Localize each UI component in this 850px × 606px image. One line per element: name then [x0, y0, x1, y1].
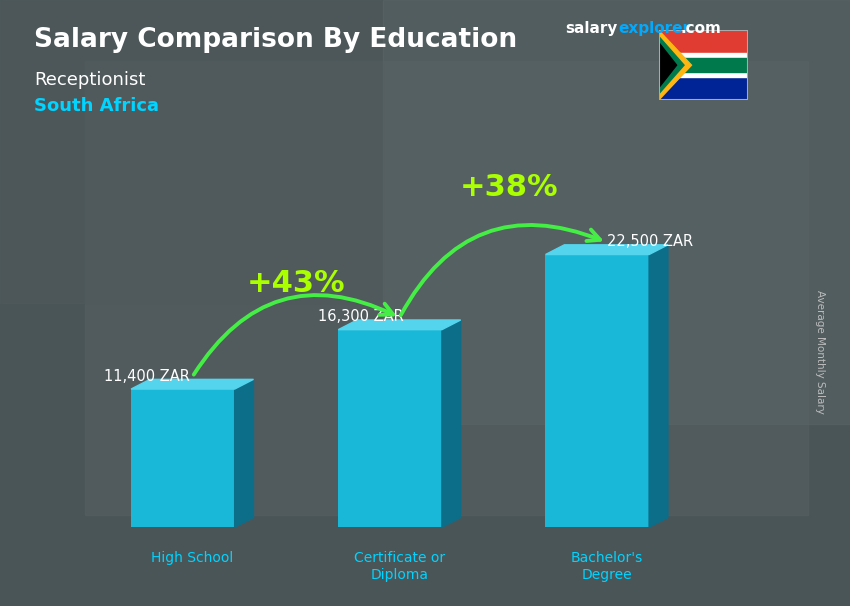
Bar	[382, 0, 850, 424]
Polygon shape	[131, 379, 253, 389]
Text: 11,400 ZAR: 11,400 ZAR	[104, 368, 190, 384]
Bar	[0, 0, 382, 303]
Text: High School: High School	[151, 551, 234, 565]
Text: salary: salary	[565, 21, 618, 36]
Polygon shape	[659, 30, 692, 100]
Polygon shape	[546, 245, 668, 255]
Text: .com: .com	[680, 21, 721, 36]
Polygon shape	[649, 245, 668, 527]
Text: Certificate or
Diploma: Certificate or Diploma	[354, 551, 445, 582]
Bar	[85, 61, 808, 515]
Text: explorer: explorer	[618, 21, 690, 36]
Text: 22,500 ZAR: 22,500 ZAR	[607, 234, 693, 249]
Polygon shape	[659, 42, 677, 88]
Bar	[659, 30, 748, 53]
Bar	[659, 58, 748, 72]
Text: South Africa: South Africa	[34, 97, 159, 115]
Text: Salary Comparison By Education: Salary Comparison By Education	[34, 27, 517, 53]
Bar	[546, 255, 649, 527]
Polygon shape	[442, 320, 461, 527]
Polygon shape	[338, 320, 461, 330]
Text: Average Monthly Salary: Average Monthly Salary	[815, 290, 825, 413]
Text: +43%: +43%	[246, 269, 345, 298]
Polygon shape	[659, 36, 684, 94]
Text: +38%: +38%	[460, 173, 558, 202]
Bar	[659, 72, 748, 77]
Bar	[338, 330, 442, 527]
Bar	[659, 77, 748, 100]
Polygon shape	[235, 379, 253, 527]
Bar	[659, 53, 748, 58]
Text: Receptionist: Receptionist	[34, 71, 145, 89]
Text: Bachelor's
Degree: Bachelor's Degree	[570, 551, 643, 582]
Text: 16,300 ZAR: 16,300 ZAR	[319, 309, 405, 324]
Bar	[131, 389, 235, 527]
